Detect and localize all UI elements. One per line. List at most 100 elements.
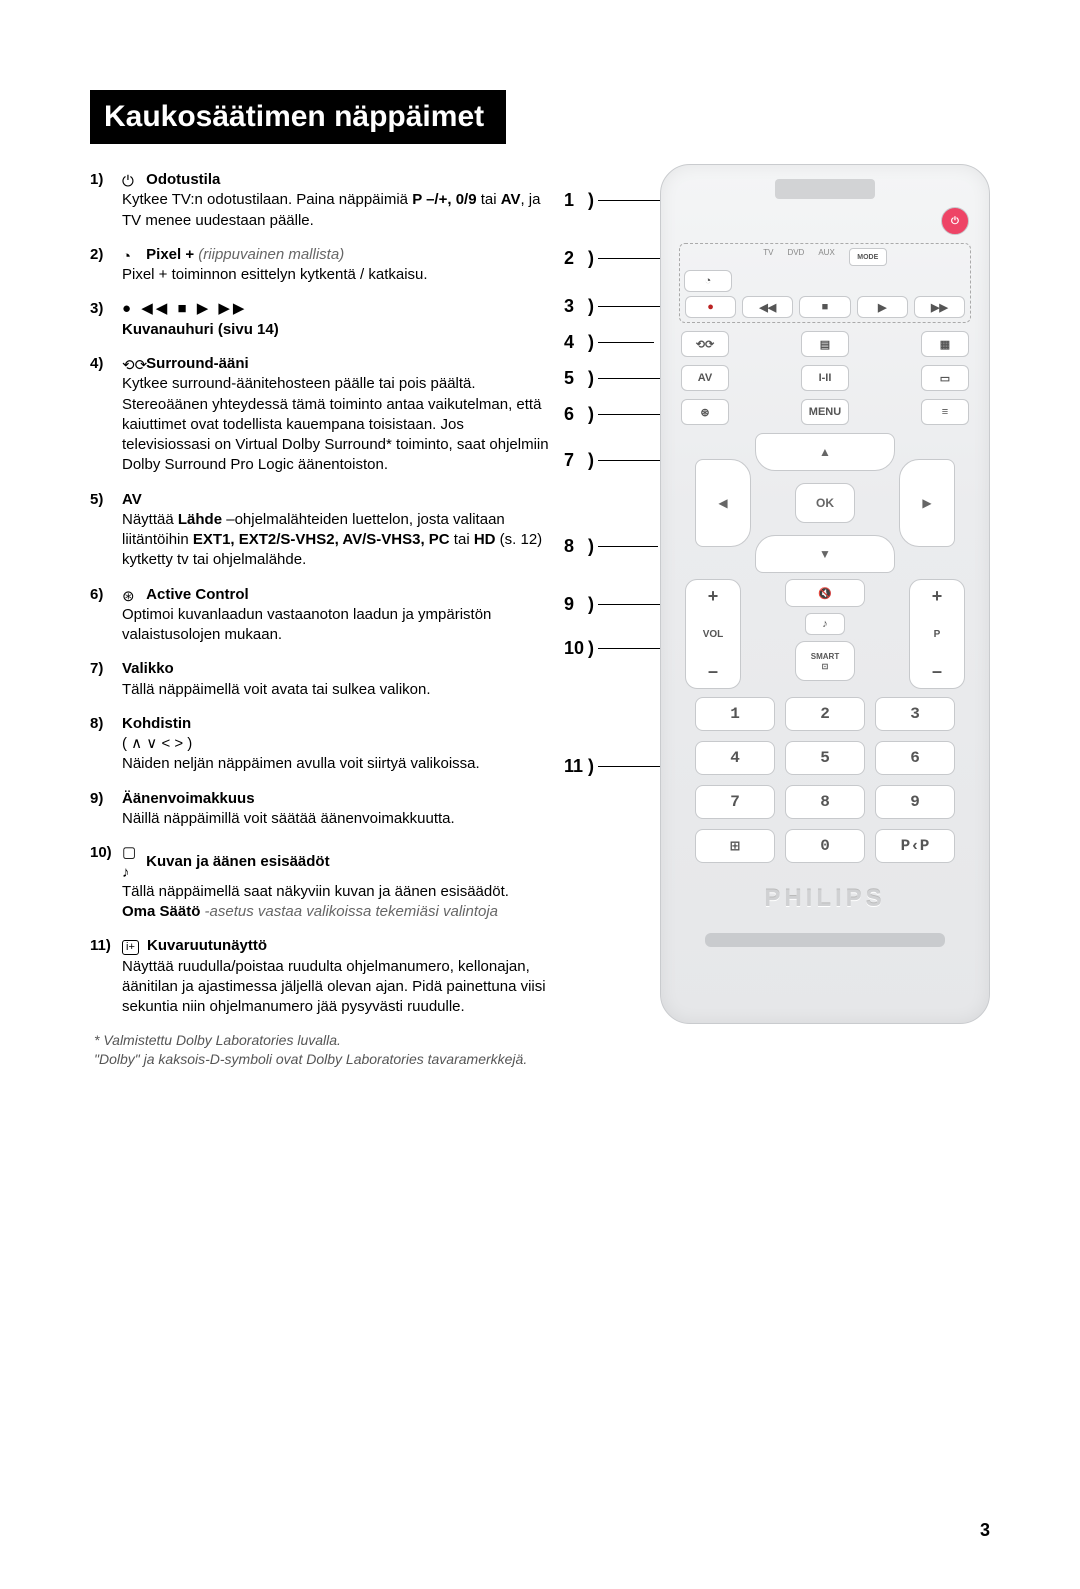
surround-button[interactable]: ⟲⟳ xyxy=(681,331,729,357)
item-description: Optimoi kuvanlaadun vastaanoton laadun j… xyxy=(122,605,550,646)
cursor-left[interactable]: ◀ xyxy=(695,459,751,547)
info-icon: i+ xyxy=(122,936,139,956)
item-number: 11) xyxy=(90,936,122,1017)
list-item: 9)Äänenvoimakkuus Näillä näppäimillä voit… xyxy=(90,789,550,830)
transport-row: ● ◀◀ ■ ▶ ▶▶ xyxy=(682,296,968,318)
mode-area: TV DVD AUX MODE ◔ ● ◀◀ ■ ▶ ▶▶ xyxy=(679,243,971,323)
item-description: Näillä näppäimillä voit säätää äänenvoim… xyxy=(122,809,550,829)
ff-button[interactable]: ▶▶ xyxy=(914,296,965,318)
list-item: 8)Kohdistin( ∧ ∨ < > )Näiden neljän näpp… xyxy=(90,714,550,775)
sound-preset-button[interactable]: ♪ xyxy=(805,613,845,635)
program-rocker[interactable]: + P – xyxy=(909,579,965,689)
list-item: 10)▢ ♪ Kuvan ja äänen esisäädötTällä näp… xyxy=(90,843,550,922)
footnote: * Valmistettu Dolby Laboratories luvalla… xyxy=(94,1031,550,1069)
ir-window xyxy=(775,179,875,199)
item-description: Tällä näppäimellä voit avata tai sulkea … xyxy=(122,680,550,700)
cursor-right[interactable]: ▶ xyxy=(899,459,955,547)
digit-key-5[interactable]: 5 xyxy=(785,741,865,775)
list-item: 1)⏻ OdotustilaKytkee TV:n odotustilaan. … xyxy=(90,170,550,231)
pp-key[interactable]: P‹P xyxy=(875,829,955,863)
av-button[interactable]: AV xyxy=(681,365,729,391)
ii-button[interactable]: I-II xyxy=(801,365,849,391)
mode-label-dvd: DVD xyxy=(787,248,804,266)
rew-button[interactable]: ◀◀ xyxy=(742,296,793,318)
item-description: Kuvanauhuri (sivu 14) xyxy=(122,320,550,340)
digit-key-4[interactable]: 4 xyxy=(695,741,775,775)
list-item: 6)⊛ Active ControlOptimoi kuvanlaadun va… xyxy=(90,585,550,646)
volume-rocker[interactable]: + VOL – xyxy=(685,579,741,689)
cursor-down[interactable]: ▼ xyxy=(755,535,895,573)
callout-2: 2) xyxy=(564,248,668,269)
feature-row-1: ⟲⟳ ▤ ▦ xyxy=(681,331,969,357)
power-button[interactable]: ⏻ xyxy=(941,207,969,235)
rec-button[interactable]: ● xyxy=(685,296,736,318)
smart-icon: ⊡ xyxy=(822,662,829,671)
item-number: 7) xyxy=(90,659,122,700)
digit-key-8[interactable]: 8 xyxy=(785,785,865,819)
play-button[interactable]: ▶ xyxy=(857,296,908,318)
item-body: ValikkoTällä näppäimellä voit avata tai … xyxy=(122,659,550,700)
item-description: Tällä näppäimellä saat näkyviin kuvan ja… xyxy=(122,882,550,923)
item-body: Äänenvoimakkuus Näillä näppäimillä voit s… xyxy=(122,789,550,830)
info-key[interactable]: ⊞ xyxy=(695,829,775,863)
item-title: Kuvan ja äänen esisäädöt xyxy=(146,853,329,870)
mode-label-aux: AUX xyxy=(818,248,834,266)
item-title: Kuvaruutunäyttö xyxy=(147,937,267,954)
item-title: Odotustila xyxy=(146,171,220,188)
item-title: Äänenvoimakkuus xyxy=(122,790,255,807)
description-list: 1)⏻ OdotustilaKytkee TV:n odotustilaan. … xyxy=(90,170,550,1069)
teletext-blue[interactable]: ▦ xyxy=(921,331,969,357)
menu-button[interactable]: MENU xyxy=(801,399,849,425)
ok-button[interactable]: OK xyxy=(795,483,855,523)
active-control-button[interactable]: ⊛ xyxy=(681,399,729,425)
feature-row-3: ⊛ MENU ≡ xyxy=(681,399,969,425)
stop-button[interactable]: ■ xyxy=(799,296,850,318)
digit-key-6[interactable]: 6 xyxy=(875,741,955,775)
item-body: ▢ ♪ Kuvan ja äänen esisäädötTällä näppäi… xyxy=(122,843,550,922)
item-body: ⟲⟳ Surround-ääniKytkee surround-ääniteho… xyxy=(122,354,550,476)
item-description: ( ∧ ∨ < > )Näiden neljän näppäimen avull… xyxy=(122,734,550,775)
item-number: 4) xyxy=(90,354,122,476)
list-item: 3)● ◀◀ ■ ▶ ▶▶ Kuvanauhuri (sivu 14) xyxy=(90,299,550,340)
list-item: 4)⟲⟳ Surround-ääniKytkee surround-äänite… xyxy=(90,354,550,476)
digit-key-2[interactable]: 2 xyxy=(785,697,865,731)
item-description: Kytkee TV:n odotustilaan. Paina näppäimi… xyxy=(122,190,550,231)
pixel-button[interactable]: ◔ xyxy=(684,270,732,292)
item-number: 5) xyxy=(90,490,122,571)
teletext-green[interactable]: ▤ xyxy=(801,331,849,357)
smart-label: SMART xyxy=(811,652,839,661)
item-number: 2) xyxy=(90,245,122,286)
remote-control-illustration: ⏻ TV DVD AUX MODE ◔ ● ◀◀ ■ ▶ xyxy=(660,164,990,1024)
mode-label-tv: TV xyxy=(763,248,773,266)
list-item: 7)ValikkoTällä näppäimellä voit avata ta… xyxy=(90,659,550,700)
list-item: 5)AVNäyttää Lähde –ohjelmalähteiden luet… xyxy=(90,490,550,571)
teletext-button[interactable]: ≡ xyxy=(921,399,969,425)
remote-diagram-column: 1)2)3)4)5)6)7)8)9)10)11) ⏻ TV DVD AUX MO… xyxy=(574,170,990,1069)
item-body: AVNäyttää Lähde –ohjelmalähteiden luette… xyxy=(122,490,550,571)
program-label: P xyxy=(934,629,941,640)
item-body: ◔ Pixel + (riippuvainen mallista)Pixel +… xyxy=(122,245,550,286)
digit-key-9[interactable]: 9 xyxy=(875,785,955,819)
item-body: ⊛ Active ControlOptimoi kuvanlaadun vast… xyxy=(122,585,550,646)
item-title: Kohdistin xyxy=(122,715,191,732)
list-item: 11)i+ KuvaruutunäyttöNäyttää ruudulla/po… xyxy=(90,936,550,1017)
brand-logo: PHILIPS xyxy=(675,885,975,913)
item-number: 10) xyxy=(90,843,122,922)
item-number: 9) xyxy=(90,789,122,830)
item-number: 6) xyxy=(90,585,122,646)
item-description: Kytkee surround-äänitehosteen päälle tai… xyxy=(122,374,550,475)
digit-key-3[interactable]: 3 xyxy=(875,697,955,731)
item-body: Kohdistin ( ∧ ∨ < > )Näiden neljän näppäi… xyxy=(122,714,550,775)
digit-key-1[interactable]: 1 xyxy=(695,697,775,731)
item-body: ⏻ OdotustilaKytkee TV:n odotustilaan. Pa… xyxy=(122,170,550,231)
smart-button[interactable]: SMART ⊡ xyxy=(795,641,855,681)
mode-button[interactable]: MODE xyxy=(849,248,887,266)
digit-key-0[interactable]: 0 xyxy=(785,829,865,863)
numeric-keypad: 123 456 789 ⊞ 0 P‹P xyxy=(695,697,955,863)
power-row: ⏻ xyxy=(681,207,969,235)
digit-key-7[interactable]: 7 xyxy=(695,785,775,819)
callout-3: 3) xyxy=(564,296,660,317)
cursor-up[interactable]: ▲ xyxy=(755,433,895,471)
format-button[interactable]: ▭ xyxy=(921,365,969,391)
mute-button[interactable]: 🔇 xyxy=(785,579,865,607)
